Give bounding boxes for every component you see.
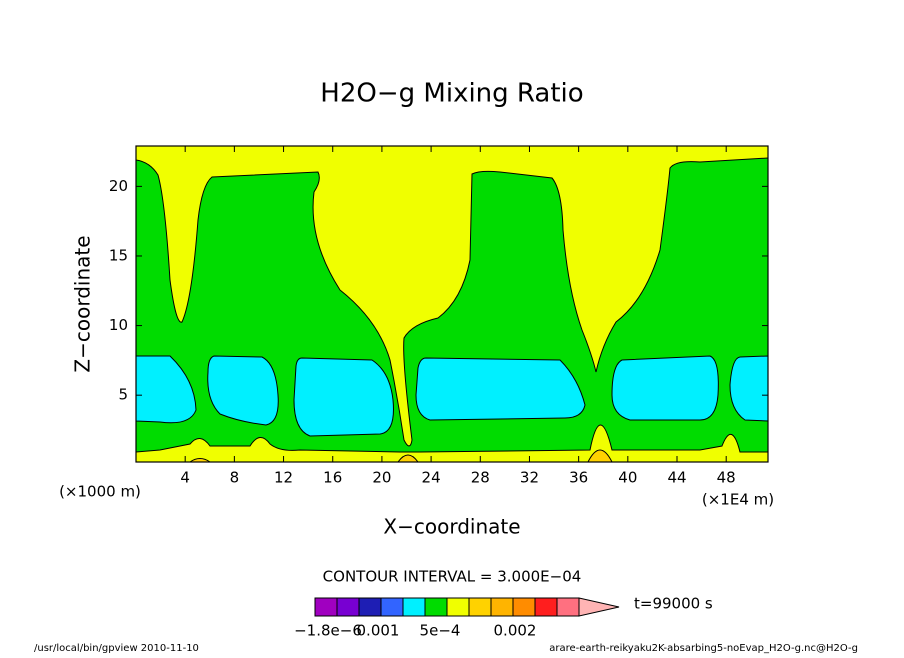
colorbar: −1.8e−60.001 5e−4 0.002	[294, 597, 620, 640]
colorbar-label: 5e−4	[420, 622, 461, 640]
colorbar-box	[490, 597, 514, 617]
footer-left: /usr/local/bin/gpview 2010-11-10	[34, 643, 199, 654]
colorbar-arrow	[578, 597, 620, 617]
x-tick-label: 40	[618, 469, 637, 487]
colorbar-box	[512, 597, 536, 617]
contour-region	[729, 355, 768, 422]
contour-region	[207, 355, 279, 426]
contour-region	[136, 355, 197, 424]
y-axis-title: Z−coordinate	[71, 235, 95, 372]
x-tick-label: 8	[230, 469, 240, 487]
colorbar-label: −1.8e−6	[294, 622, 362, 640]
x-tick-label: 20	[372, 469, 391, 487]
colorbar-box	[446, 597, 470, 617]
colorbar-label: 0.002	[494, 622, 537, 640]
colorbar-box	[468, 597, 492, 617]
footer-right: arare-earth-reikyaku2K-absarbing5-noEvap…	[549, 643, 858, 654]
x-tick-label: 12	[274, 469, 293, 487]
x-tick-label: 28	[471, 469, 490, 487]
y-tick-label: 20	[109, 177, 128, 195]
x-tick-label: 24	[422, 469, 441, 487]
contour-interval: CONTOUR INTERVAL = 3.000E−04	[323, 568, 582, 586]
y-tick-label: 10	[109, 316, 128, 334]
y-tick-label: 5	[118, 386, 128, 404]
colorbar-box	[336, 597, 360, 617]
contour-region	[136, 157, 768, 453]
colorbar-box	[380, 597, 404, 617]
time-label: t=99000 s	[634, 595, 713, 613]
contour-region	[293, 357, 394, 437]
contour-fill	[136, 146, 768, 462]
x-unit-label: (×1E4 m)	[702, 491, 774, 509]
x-tick-label: 32	[520, 469, 539, 487]
y-unit-label: (×1000 m)	[59, 483, 141, 501]
colorbar-box	[314, 597, 338, 617]
chart-title: H2O−g Mixing Ratio	[320, 79, 583, 109]
colorbar-box	[358, 597, 382, 617]
x-tick-label: 48	[717, 469, 736, 487]
colorbar-box	[402, 597, 426, 617]
colorbar-box	[534, 597, 558, 617]
x-tick-label: 36	[569, 469, 588, 487]
contour-region	[611, 355, 719, 421]
y-tick-label: 15	[109, 246, 128, 264]
x-tick-label: 4	[180, 469, 190, 487]
colorbar-box	[556, 597, 580, 617]
contour-region	[415, 357, 586, 421]
colorbar-label: 0.001	[357, 622, 400, 640]
colorbar-box	[424, 597, 448, 617]
x-tick-label: 44	[667, 469, 686, 487]
plot-frame	[135, 145, 769, 463]
x-axis-title: X−coordinate	[383, 515, 520, 539]
x-tick-label: 16	[323, 469, 342, 487]
